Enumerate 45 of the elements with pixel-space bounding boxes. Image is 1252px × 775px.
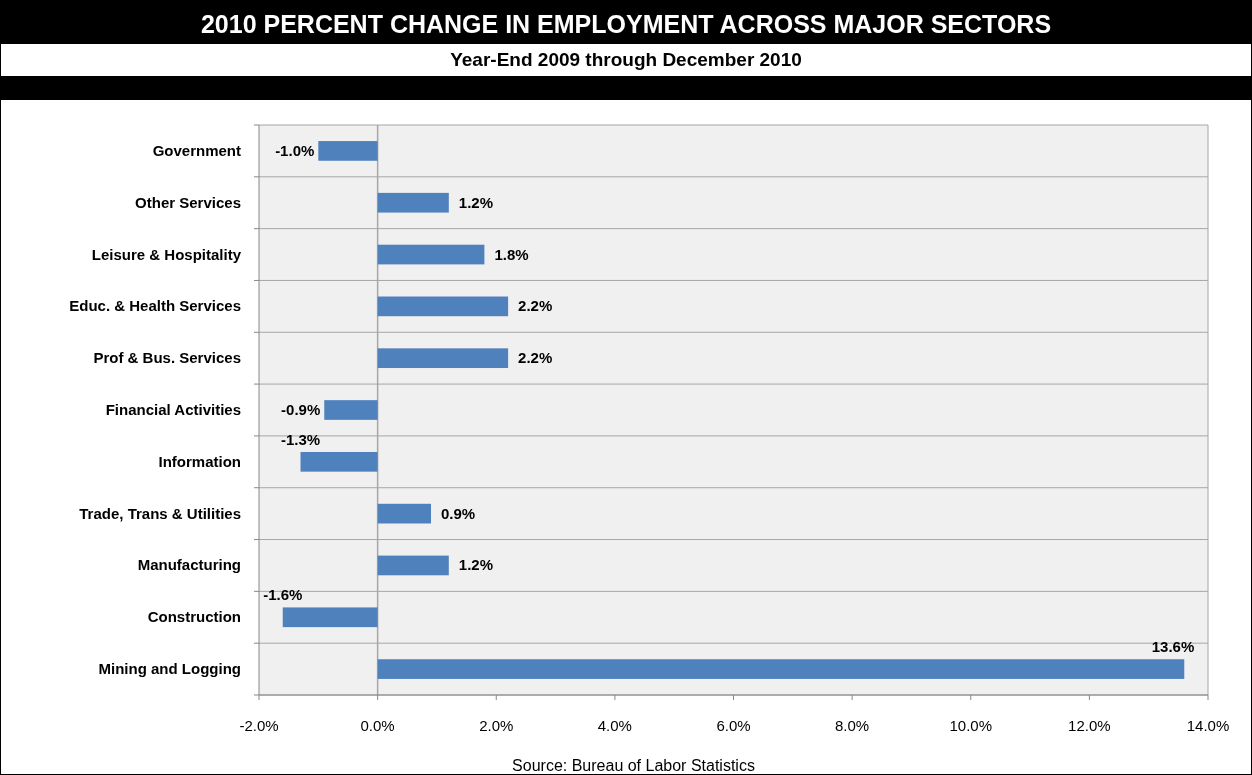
y-tick-label: Trade, Trans & Utilities: [79, 504, 241, 522]
x-tick-label: -2.0%: [239, 717, 279, 734]
bar: [318, 141, 378, 161]
bar: [377, 503, 432, 524]
data-label: -1.0%: [275, 141, 315, 159]
data-label: 2.2%: [518, 349, 553, 367]
y-tick-label: Mining and Logging: [98, 660, 241, 678]
data-label: 1.2%: [458, 193, 493, 211]
data-label: -1.6%: [263, 586, 303, 604]
data-label: -1.3%: [280, 430, 321, 448]
bar: [282, 607, 378, 628]
data-label: 1.8%: [494, 245, 529, 263]
source-note: Source: Bureau of Labor Statistics: [512, 757, 755, 774]
y-tick-label: Information: [158, 452, 241, 470]
bar: [377, 659, 1185, 679]
chart-subtitle: Year-End 2009 through December 2010: [450, 49, 802, 70]
x-tick-label: 14.0%: [1186, 717, 1230, 734]
x-tick-label: 8.0%: [835, 717, 870, 734]
y-tick-label: Other Services: [135, 193, 241, 211]
bar: [377, 296, 509, 317]
y-tick-label: Financial Activities: [105, 401, 241, 418]
bar: [324, 400, 378, 420]
bar: [377, 555, 449, 576]
bar: [377, 348, 509, 369]
x-tick-label: 2.0%: [479, 717, 514, 734]
x-tick-label: 4.0%: [597, 717, 632, 734]
data-label: 0.9%: [441, 504, 476, 522]
y-tick-label: Construction: [147, 608, 241, 626]
bar: [377, 244, 485, 265]
chart-title: 2010 PERCENT CHANGE IN EMPLOYMENT ACROSS MAJOR SECTORS: [200, 10, 1052, 38]
data-label: -0.9%: [281, 401, 321, 418]
data-label: 13.6%: [1151, 638, 1195, 656]
y-tick-label: Prof & Bus. Services: [93, 349, 241, 367]
bar: [377, 192, 449, 213]
x-tick-label: 6.0%: [716, 717, 751, 734]
x-tick-label: 0.0%: [360, 717, 395, 734]
bar: [300, 451, 378, 472]
y-tick-label: Manufacturing: [137, 556, 241, 574]
data-label: 1.2%: [458, 556, 493, 574]
x-tick-label: 10.0%: [949, 717, 993, 734]
x-tick-label: 12.0%: [1068, 717, 1111, 734]
y-tick-label: Government: [152, 141, 241, 159]
y-tick-label: Leisure & Hospitality: [91, 245, 242, 263]
y-tick-label: Educ. & Health Services: [69, 297, 241, 315]
data-label: 2.2%: [518, 297, 553, 315]
